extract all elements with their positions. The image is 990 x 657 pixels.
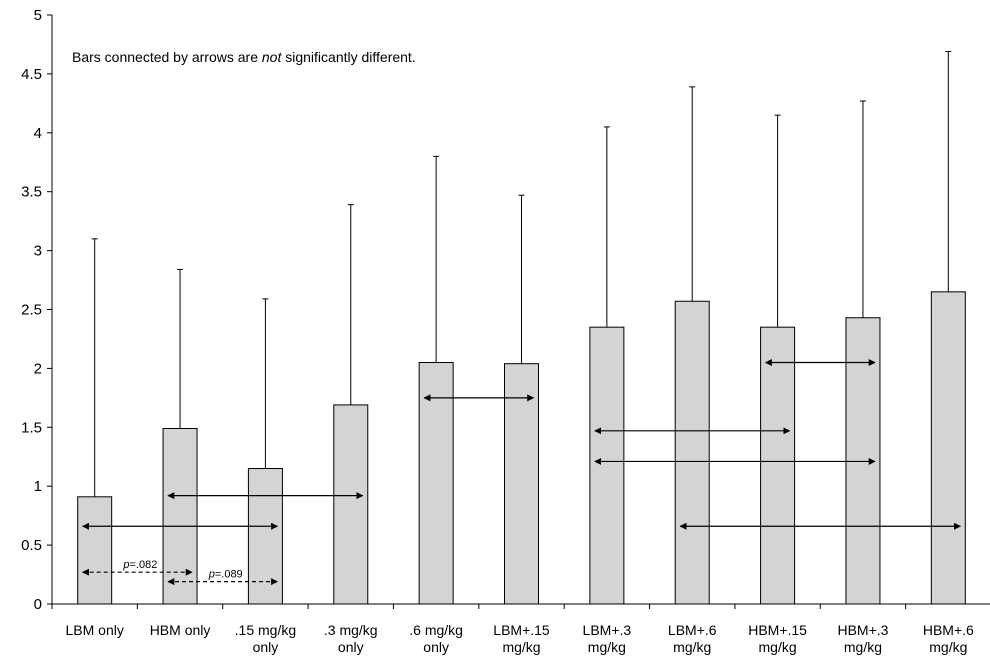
x-tick-label: LBM+.15 xyxy=(493,622,550,638)
x-tick-label: mg/kg xyxy=(502,639,540,655)
p-value: =.082 xyxy=(129,559,157,571)
y-tick-label: 1.5 xyxy=(21,419,42,436)
x-tick-label: HBM+.6 xyxy=(923,622,974,638)
bar xyxy=(247,468,283,605)
x-tick-label: LBM+.3 xyxy=(583,622,632,638)
x-tick-label: LBM only xyxy=(66,622,124,638)
x-tick-label: only xyxy=(423,639,449,655)
note-text-after: significantly different. xyxy=(281,49,415,65)
x-tick-label: HBM+.3 xyxy=(837,622,888,638)
x-tick-label: LBM+.6 xyxy=(668,622,717,638)
y-tick-label: 4 xyxy=(34,125,42,142)
p-value: =.089 xyxy=(215,569,243,581)
y-tick-label: 3.5 xyxy=(21,184,42,201)
p-symbol: p xyxy=(208,569,215,581)
x-tick-label: mg/kg xyxy=(673,639,711,655)
bar xyxy=(674,300,710,605)
y-tick-label: 0.5 xyxy=(21,537,42,554)
y-tick-label: 0 xyxy=(34,596,42,613)
y-tick-label: 2 xyxy=(34,360,42,377)
x-tick-label: mg/kg xyxy=(844,639,882,655)
x-tick-label: mg/kg xyxy=(929,639,967,655)
x-tick-label: mg/kg xyxy=(588,639,626,655)
bars xyxy=(77,291,966,605)
bar xyxy=(930,291,966,605)
bar xyxy=(760,326,796,605)
x-tick-label: mg/kg xyxy=(759,639,797,655)
note-text-emphasis: not xyxy=(262,49,283,65)
y-tick-label: 3 xyxy=(34,243,42,260)
note-text-before: Bars connected by arrows are xyxy=(72,49,262,65)
bar xyxy=(162,427,198,605)
x-tick-label: only xyxy=(253,639,279,655)
annotation-note: Bars connected by arrows are not signifi… xyxy=(72,49,416,65)
comparison-arrows xyxy=(81,359,962,586)
y-tick-label: 2.5 xyxy=(21,302,42,319)
x-tick-label: .6 mg/kg xyxy=(409,622,463,638)
tick-labels: 0 0.5 1 1.5 2 2.5 3 3.5 4 4.5 5 LBM only HBM only .15… xyxy=(21,7,974,655)
x-tick-label: HBM only xyxy=(150,622,211,638)
bar xyxy=(589,326,625,605)
error-bars xyxy=(91,51,952,497)
x-tick-label: HBM+.15 xyxy=(748,622,807,638)
y-tick-label: 4.5 xyxy=(21,66,42,83)
p-value-label: p=.089 xyxy=(208,569,243,581)
y-tick-label: 1 xyxy=(34,478,42,495)
p-symbol: p xyxy=(122,559,129,571)
p-value-label: p=.082 xyxy=(122,559,157,571)
y-tick-label: 5 xyxy=(34,7,42,24)
x-tick-label: .3 mg/kg xyxy=(324,622,378,638)
x-tick-label: .15 mg/kg xyxy=(235,622,296,638)
bar xyxy=(77,496,113,605)
bar xyxy=(333,404,369,605)
bar xyxy=(504,363,539,605)
x-tick-label: only xyxy=(338,639,364,655)
bar xyxy=(418,362,454,605)
